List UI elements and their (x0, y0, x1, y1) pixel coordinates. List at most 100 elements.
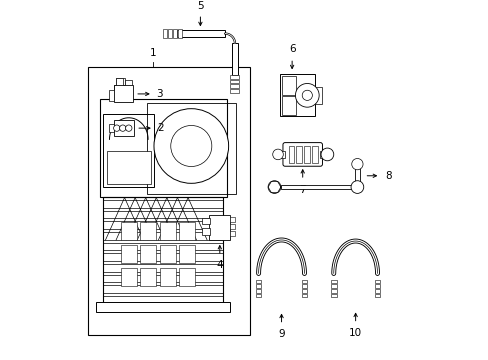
Circle shape (295, 84, 319, 107)
Bar (374, 280, 380, 283)
Bar (301, 294, 306, 297)
Bar (311, 146, 317, 163)
Bar (114, 120, 134, 136)
Bar (230, 231, 234, 237)
Bar (330, 294, 336, 297)
Text: 9: 9 (278, 329, 285, 339)
Bar (279, 74, 314, 117)
Bar (179, 222, 195, 240)
Bar (125, 80, 131, 85)
Bar (288, 146, 294, 163)
Bar (116, 78, 124, 85)
Bar (140, 268, 156, 286)
Bar (179, 245, 195, 263)
Bar (330, 280, 336, 283)
Bar (121, 268, 137, 286)
Bar (114, 85, 133, 102)
Bar (103, 253, 223, 261)
Text: 8: 8 (384, 171, 391, 181)
Bar (230, 217, 234, 222)
Text: 5: 5 (197, 1, 203, 11)
Bar (140, 245, 156, 263)
Bar (255, 284, 261, 288)
Bar (160, 245, 175, 263)
Circle shape (125, 125, 132, 131)
Bar (301, 284, 306, 288)
Circle shape (267, 181, 280, 193)
Bar (87, 67, 249, 335)
Circle shape (272, 149, 283, 160)
Circle shape (321, 148, 333, 161)
Bar (140, 222, 156, 240)
Bar (173, 29, 176, 38)
Bar (178, 29, 182, 38)
Bar (320, 150, 327, 158)
Circle shape (170, 126, 211, 167)
Bar (160, 268, 175, 286)
Bar (103, 243, 223, 250)
Bar (107, 150, 150, 184)
Bar (255, 294, 261, 297)
Bar (202, 218, 209, 224)
Bar (163, 29, 166, 38)
Bar (280, 185, 357, 189)
Bar (103, 275, 223, 282)
Bar (255, 280, 261, 283)
Circle shape (302, 90, 312, 100)
Bar (103, 114, 154, 187)
Bar (179, 268, 195, 286)
Bar (177, 30, 224, 37)
Bar (301, 280, 306, 283)
Bar (281, 96, 296, 115)
Bar (103, 296, 223, 303)
Bar (100, 99, 226, 197)
Text: 10: 10 (348, 328, 362, 338)
Bar (108, 90, 114, 100)
Text: 6: 6 (288, 44, 295, 54)
Bar (255, 289, 261, 293)
Bar (374, 284, 380, 288)
Bar (281, 76, 296, 95)
Bar (209, 215, 230, 240)
Bar (230, 75, 238, 79)
Circle shape (113, 125, 120, 131)
Bar (103, 221, 223, 229)
FancyBboxPatch shape (283, 143, 322, 166)
Bar (146, 103, 236, 194)
Bar (230, 224, 234, 229)
Bar (168, 29, 171, 38)
Bar (103, 197, 223, 303)
Bar (230, 89, 238, 93)
Bar (103, 264, 223, 271)
Text: 4: 4 (216, 260, 223, 270)
Bar (121, 222, 137, 240)
Bar (103, 232, 223, 240)
Bar (301, 289, 306, 293)
Text: 2: 2 (157, 123, 163, 133)
Bar (330, 284, 336, 288)
Bar (114, 85, 126, 99)
Bar (231, 44, 238, 75)
Bar (304, 146, 309, 163)
Bar (296, 146, 302, 163)
Bar (121, 245, 137, 263)
Bar (374, 294, 380, 297)
Bar (314, 87, 322, 104)
Bar (160, 222, 175, 240)
Bar (374, 289, 380, 293)
Bar (277, 150, 285, 158)
Text: 7: 7 (299, 185, 305, 195)
Circle shape (350, 181, 363, 193)
Bar (230, 84, 238, 88)
Bar (230, 80, 238, 83)
Bar (330, 289, 336, 293)
Text: 1: 1 (149, 48, 156, 58)
Circle shape (120, 125, 126, 131)
Bar (103, 200, 223, 208)
Bar (103, 285, 223, 293)
Bar (108, 123, 114, 132)
Bar (96, 302, 230, 312)
Circle shape (351, 158, 362, 170)
Circle shape (154, 109, 228, 183)
Bar (103, 211, 223, 219)
